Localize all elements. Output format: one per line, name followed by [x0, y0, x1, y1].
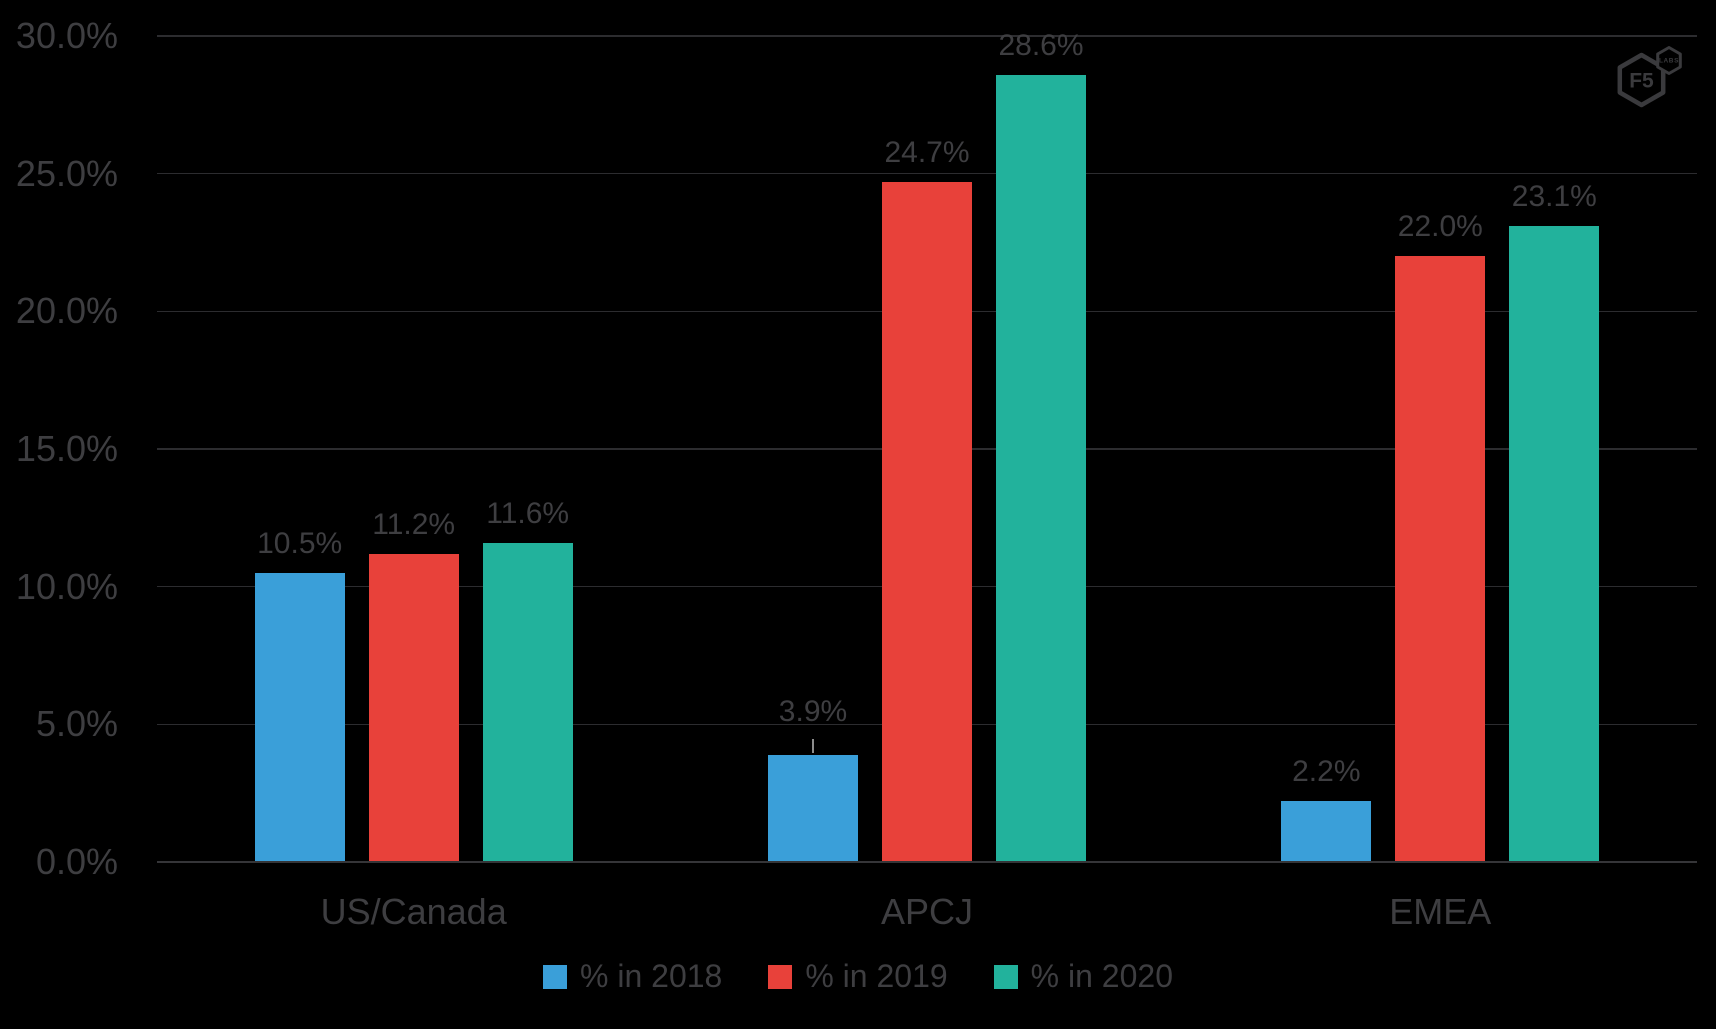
bar-us-canada-in-2018: [254, 573, 345, 862]
data-label-apcj-in-2020: 28.6%: [998, 29, 1084, 62]
bar-apcj-in-2020: [996, 75, 1086, 862]
data-label-us-canada-in-2018: 10.5%: [257, 527, 343, 560]
data-label-emea-in-2019: 22.0%: [1397, 210, 1483, 243]
legend-label: % in 2020: [1030, 958, 1173, 994]
y-tick-label: 0.0%: [35, 841, 118, 882]
y-tick-label: 15.0%: [15, 428, 118, 469]
y-tick-label: 25.0%: [15, 152, 118, 194]
x-category-label-emea: EMEA: [1389, 891, 1492, 932]
gridline-25: [157, 172, 1697, 175]
data-label-us-canada-in-2020: 11.6%: [486, 497, 570, 530]
legend-swatch-in-2020: [993, 964, 1018, 989]
f5-labs-badge-text: LABS: [1659, 58, 1679, 65]
y-tick-label: 30.0%: [15, 15, 118, 56]
legend: % in 2018 % in 2019 % in 2020: [0, 958, 1716, 995]
bar-emea-in-2019: [1395, 256, 1486, 862]
bar-emea-in-2020: [1509, 226, 1600, 862]
legend-label: % in 2018: [580, 958, 723, 994]
f5-labs-logo: F5 LABS: [1617, 46, 1682, 108]
legend-entry-in-2019: % in 2019: [768, 958, 948, 995]
data-label-apcj-in-2019: 24.7%: [884, 136, 970, 169]
bar-us-canada-in-2019: [368, 554, 459, 862]
f5-logo-text: F5: [1629, 70, 1654, 93]
y-tick-label: 10.0%: [15, 565, 118, 607]
x-category-label-apcj: APCJ: [880, 891, 973, 932]
data-label-us-canada-in-2019: 11.2%: [372, 508, 456, 541]
f5-labs-badge-hexagon: [1656, 46, 1682, 75]
legend-entry-in-2020: % in 2020: [993, 958, 1173, 995]
data-label-apcj-in-2018: 3.9%: [778, 695, 848, 728]
legend-swatch-in-2018: [543, 964, 567, 989]
label-leader-line: [812, 739, 814, 753]
legend-label: % in 2019: [805, 958, 948, 994]
bar-apcj-in-2018: [768, 755, 858, 862]
bar-us-canada-in-2020: [482, 543, 573, 862]
bar-apcj-in-2019: [882, 182, 972, 862]
x-category-label-us-canada: US/Canada: [320, 891, 507, 932]
y-tick-label: 20.0%: [15, 290, 118, 332]
gridline-30: [157, 35, 1697, 37]
x-axis-line: [157, 861, 1697, 863]
bar-emea-in-2018: [1281, 801, 1372, 862]
legend-entry-in-2018: % in 2018: [543, 958, 722, 995]
data-label-emea-in-2020: 23.1%: [1511, 180, 1597, 213]
y-tick-label: 5.0%: [35, 703, 118, 745]
data-label-emea-in-2018: 2.2%: [1292, 755, 1361, 788]
legend-swatch-in-2019: [768, 964, 793, 989]
